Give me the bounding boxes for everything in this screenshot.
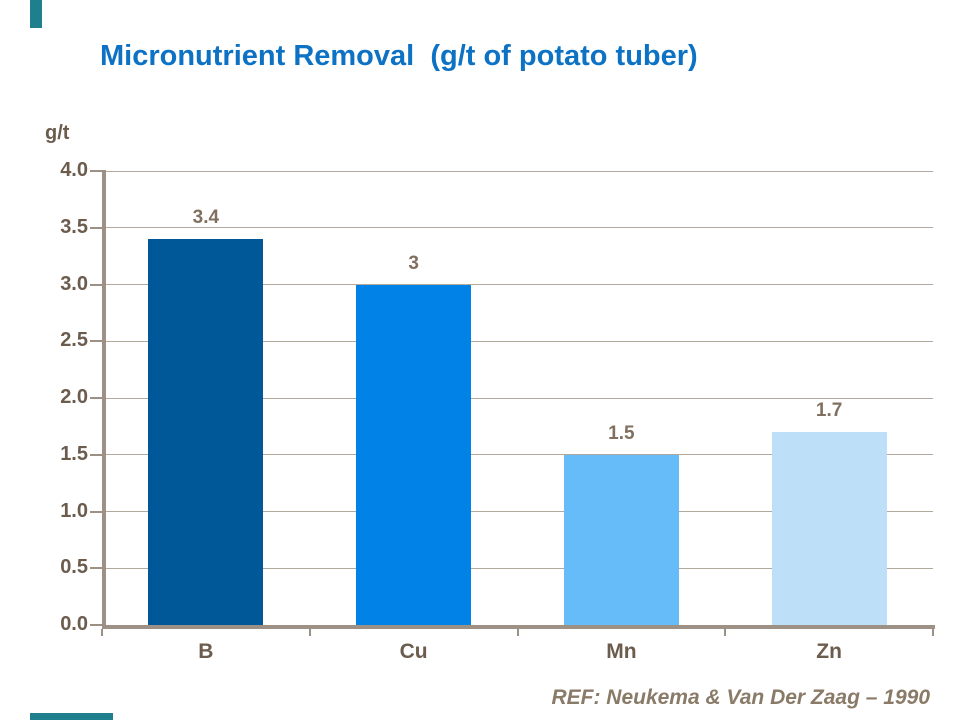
gridline [102,397,933,399]
y-axis-tick [90,340,102,343]
bar-zn [771,432,887,625]
gridline [102,511,933,512]
y-axis-tick [90,510,102,513]
gridline [102,227,933,229]
gridline [102,567,933,569]
reference-citation: REF: Neukema & Van Der Zaag – 1990 [551,686,930,709]
y-axis-title: g/t [45,122,70,144]
bar-cu [356,284,472,625]
x-axis-tick [932,629,934,636]
slide-accent-bottom-bar [30,713,113,720]
slide-accent-top-bar [30,0,42,28]
bar-mn [563,454,679,625]
x-axis-tick [516,629,519,636]
gridline [102,170,933,172]
gridline [102,284,933,285]
x-axis-label-cu: Cu [399,640,428,663]
y-axis-tick [90,170,102,172]
gridline [102,454,933,456]
y-tick-label: 1.5 [60,442,88,465]
x-axis-label-mn: Mn [606,640,637,663]
y-axis-line [102,170,106,629]
bar-value-label: 1.5 [608,422,635,444]
x-axis-line [102,625,935,629]
y-axis-tick [90,624,102,626]
x-axis-tick [724,629,727,636]
bar-value-label: 3 [408,252,419,274]
y-tick-label: 3.0 [60,272,88,295]
x-axis-tick [308,629,311,636]
bar-value-label: 3.4 [192,207,220,229]
x-axis-label-b: B [198,640,214,663]
gridline [102,340,933,342]
y-axis-tick [90,453,102,456]
y-tick-label: 0.5 [60,556,88,579]
bar-value-label: 1.7 [815,400,843,422]
y-axis-tick [90,397,102,399]
y-axis-tick [90,567,102,570]
y-tick-label: 4.0 [60,159,88,181]
y-axis-tick [90,226,102,229]
x-axis-label-zn: Zn [816,640,842,663]
y-tick-label: 2.0 [60,386,88,408]
y-tick-label: 0.0 [60,613,88,635]
bar-b [148,239,264,625]
chart-title: Micronutrient Removal (g/t of potato tub… [100,40,698,72]
y-tick-label: 2.5 [60,329,88,352]
y-axis-tick [90,283,102,286]
y-tick-label: 3.5 [60,215,88,238]
y-tick-label: 1.0 [60,499,88,522]
x-axis-tick [101,629,103,636]
